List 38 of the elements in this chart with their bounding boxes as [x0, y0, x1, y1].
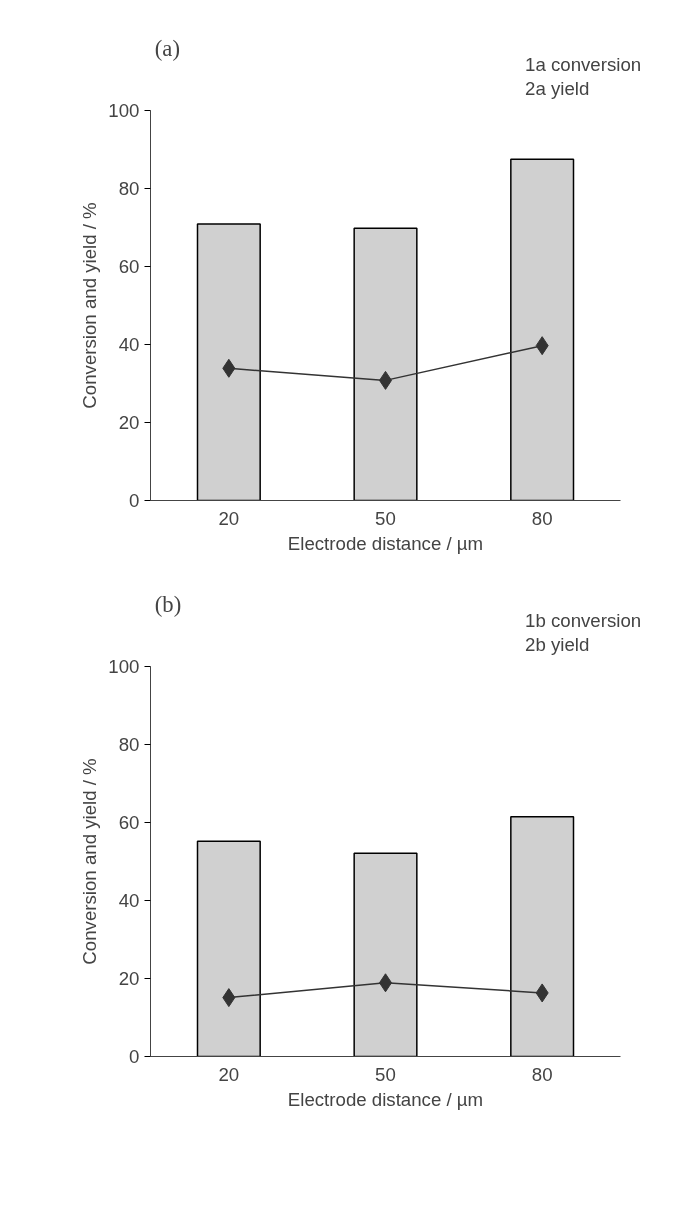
bar	[510, 158, 575, 501]
y-tick-label: 0	[129, 490, 140, 511]
x-tick-label: 50	[375, 1063, 396, 1085]
text: 2b yield	[525, 634, 590, 656]
point	[222, 988, 236, 1008]
y-tick-label: 100	[108, 656, 140, 677]
x-tick-label: 20	[218, 507, 240, 529]
y-tick-label: 80	[118, 178, 140, 199]
y-tick-label: 60	[118, 812, 140, 833]
x-tick-label: 80	[531, 1063, 553, 1085]
bar	[353, 852, 418, 1057]
y-tick-label: 0	[129, 1046, 140, 1067]
y-tick-label: 100	[108, 100, 140, 121]
point	[222, 358, 236, 378]
bar	[353, 227, 418, 501]
point	[535, 336, 549, 356]
y-tick-label: 40	[118, 334, 140, 355]
point	[535, 983, 549, 1003]
bar	[196, 223, 261, 501]
x-tick-label: 20	[218, 1063, 240, 1085]
bar	[510, 815, 575, 1057]
bar	[196, 840, 261, 1057]
y-tick-label: 20	[118, 412, 140, 433]
chart-title: (a)	[154, 35, 180, 61]
x-axis-title: Electrode distance / µm	[287, 1088, 484, 1110]
y-axis-title: Conversion and yield / %	[79, 202, 101, 409]
y-tick-label: 40	[118, 890, 140, 911]
y-tick-label: 20	[118, 968, 140, 989]
x-axis-title: Electrode distance / µm	[287, 532, 484, 554]
text: 1b conversion	[525, 610, 641, 632]
chart-title: (b)	[154, 591, 182, 617]
y-tick-label: 80	[118, 734, 140, 755]
y-tick-label: 60	[118, 256, 140, 277]
text: 2a yield	[525, 78, 590, 100]
x-tick-label: 50	[375, 507, 396, 529]
text: 1a conversion	[525, 54, 641, 76]
y-axis-title: Conversion and yield / %	[79, 758, 101, 965]
x-tick-label: 80	[531, 507, 553, 529]
